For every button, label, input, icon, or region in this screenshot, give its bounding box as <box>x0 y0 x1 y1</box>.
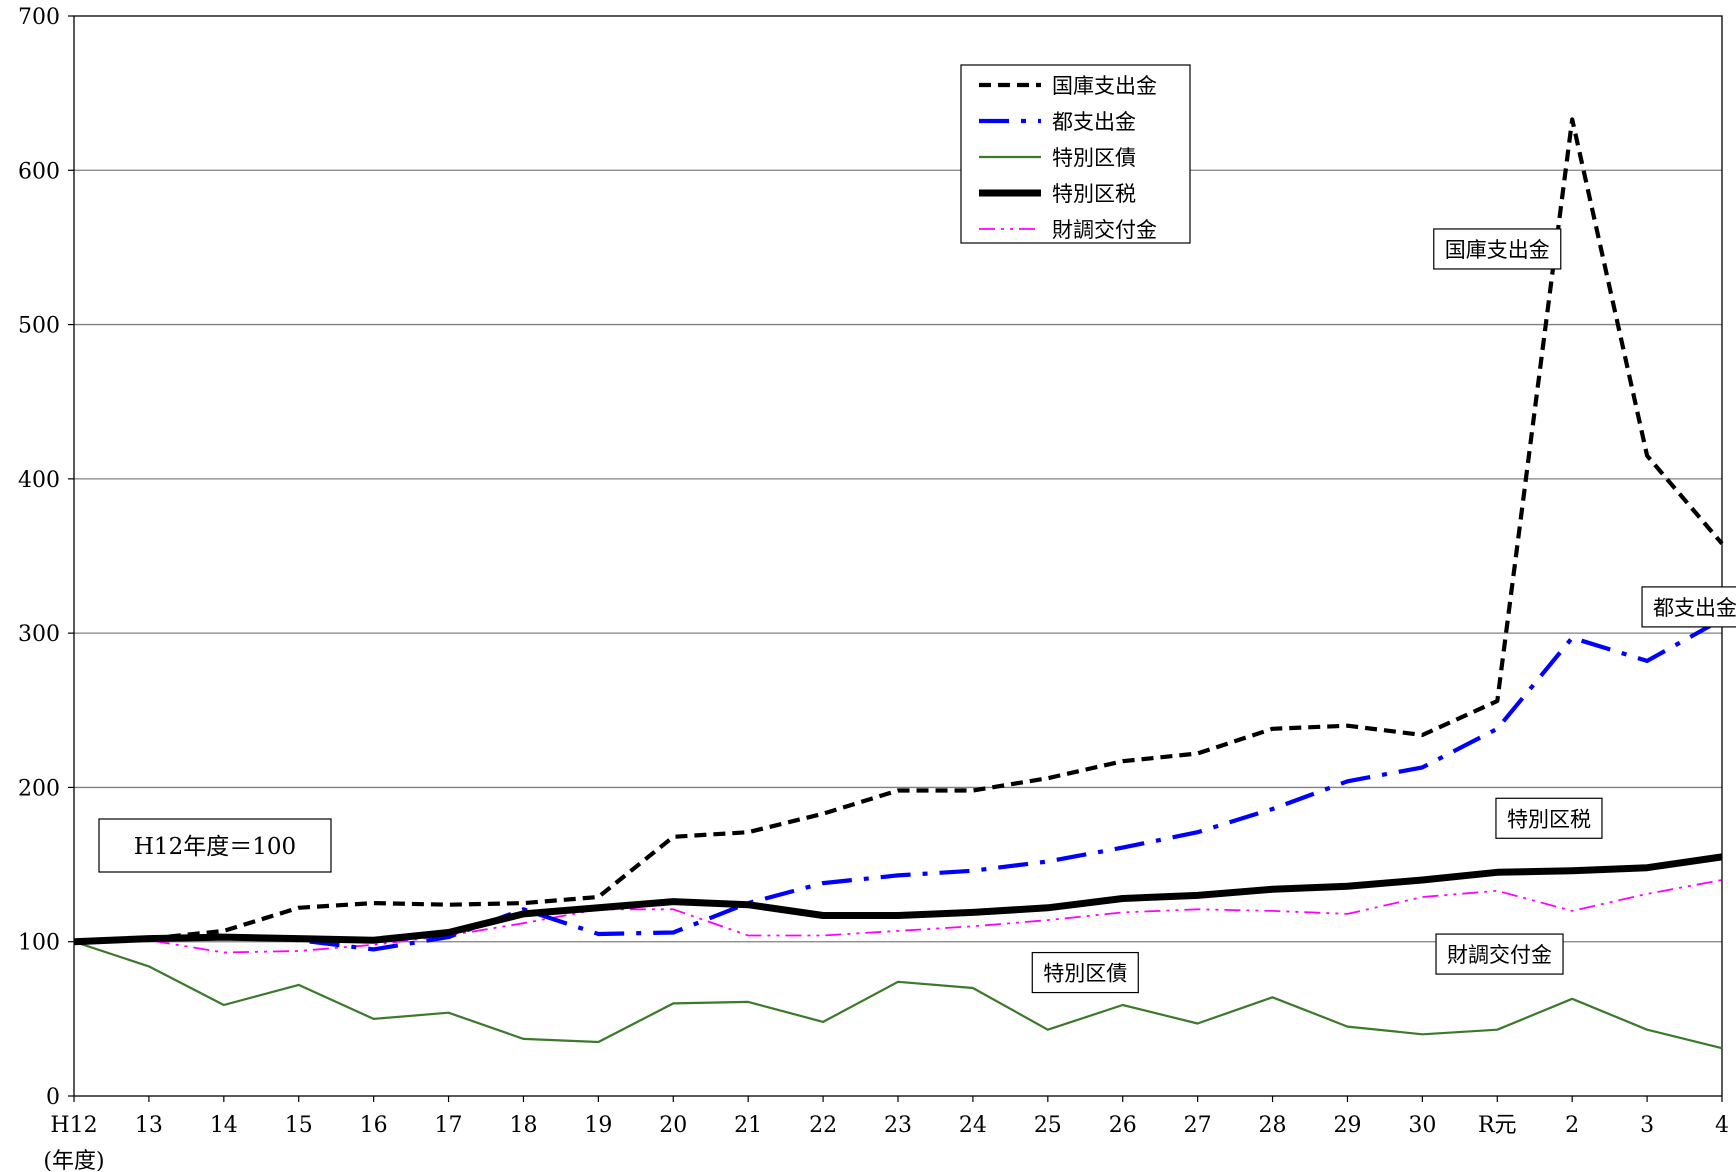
x-tick-label: 30 <box>1408 1113 1436 1138</box>
x-tick-label: 14 <box>210 1113 238 1138</box>
y-tick-label: 700 <box>18 5 60 30</box>
series-line <box>73 879 1723 954</box>
gridlines <box>73 15 1723 1097</box>
x-tick-label: 15 <box>285 1113 313 1138</box>
legend-frame <box>960 64 1191 244</box>
x-tick-label: 4 <box>1715 1113 1729 1138</box>
x-tick-label: H12 <box>50 1113 97 1138</box>
legend-label: 都支出金 <box>1052 110 1136 134</box>
baseline-note-frame <box>98 818 332 873</box>
x-tick-label: R元 <box>1478 1113 1517 1138</box>
x-tick-label: 3 <box>1640 1113 1654 1138</box>
annotation-text: 財調交付金 <box>1447 943 1552 967</box>
x-axis-label: (年度) <box>43 1149 104 1172</box>
y-tick-label: 600 <box>18 159 60 184</box>
annotation-frame <box>1031 951 1139 994</box>
x-tick-label: 13 <box>135 1113 163 1138</box>
x-tick-label: 23 <box>884 1113 912 1138</box>
x-tick-label: 22 <box>809 1113 837 1138</box>
annotation-label: 都支出金 <box>1641 586 1736 628</box>
legend-label: 特別区債 <box>1052 146 1136 170</box>
legend-label: 特別区税 <box>1052 182 1136 206</box>
series-line <box>73 617 1724 952</box>
annotation-text: 都支出金 <box>1653 596 1736 620</box>
y-tick-label: 300 <box>18 622 60 647</box>
annotation-text: 特別区債 <box>1043 962 1127 986</box>
annotation-frame <box>1433 228 1562 270</box>
baseline-note-box: H12年度＝100 <box>98 818 332 873</box>
annotation-text: 特別区税 <box>1507 807 1591 831</box>
annotation-label: 特別区債 <box>1031 951 1139 994</box>
x-tick-label: 27 <box>1184 1113 1212 1138</box>
baseline-note: H12年度＝100 <box>134 834 296 860</box>
x-tick-label: 25 <box>1034 1113 1062 1138</box>
annotation-label: 財調交付金 <box>1435 933 1564 975</box>
annotation-text: 国庫支出金 <box>1445 238 1550 262</box>
annotation-frame <box>1495 797 1603 839</box>
x-tick-label: 21 <box>734 1113 762 1138</box>
y-tick-label: 0 <box>46 1085 60 1110</box>
x-axis-ticks: H12 13 14 15 16 17 18 19 20 21 22 23 24 25 26 27 28 29 30 R… <box>50 1096 1729 1138</box>
x-tick-label: 16 <box>360 1113 388 1138</box>
legend-label: 財調交付金 <box>1052 218 1157 242</box>
annotation-label: 特別区税 <box>1495 797 1603 839</box>
y-tick-label: 100 <box>18 931 60 956</box>
x-tick-label: 24 <box>959 1113 987 1138</box>
annotation-label: 国庫支出金 <box>1433 228 1562 270</box>
x-tick-label: 29 <box>1333 1113 1361 1138</box>
y-tick-label: 200 <box>18 776 60 801</box>
series-line <box>73 853 1723 946</box>
y-tick-label: 400 <box>18 468 60 493</box>
x-tick-label: 26 <box>1109 1113 1137 1138</box>
x-tick-label: 17 <box>435 1113 463 1138</box>
annotation-frame <box>1435 933 1564 975</box>
series-lines <box>73 117 1724 1050</box>
series-line <box>73 117 1724 944</box>
x-tick-label: 19 <box>584 1113 612 1138</box>
x-tick-label: 28 <box>1259 1113 1287 1138</box>
x-tick-label: 2 <box>1565 1113 1579 1138</box>
series-line <box>73 940 1723 1050</box>
x-tick-label: 20 <box>659 1113 687 1138</box>
y-axis-ticks: 0 100 200 300 400 500 600 700 <box>18 5 74 1110</box>
legend-label: 国庫支出金 <box>1052 74 1157 98</box>
x-tick-label: 18 <box>509 1113 537 1138</box>
y-tick-label: 500 <box>18 314 60 339</box>
annotation-frame <box>1641 586 1736 628</box>
